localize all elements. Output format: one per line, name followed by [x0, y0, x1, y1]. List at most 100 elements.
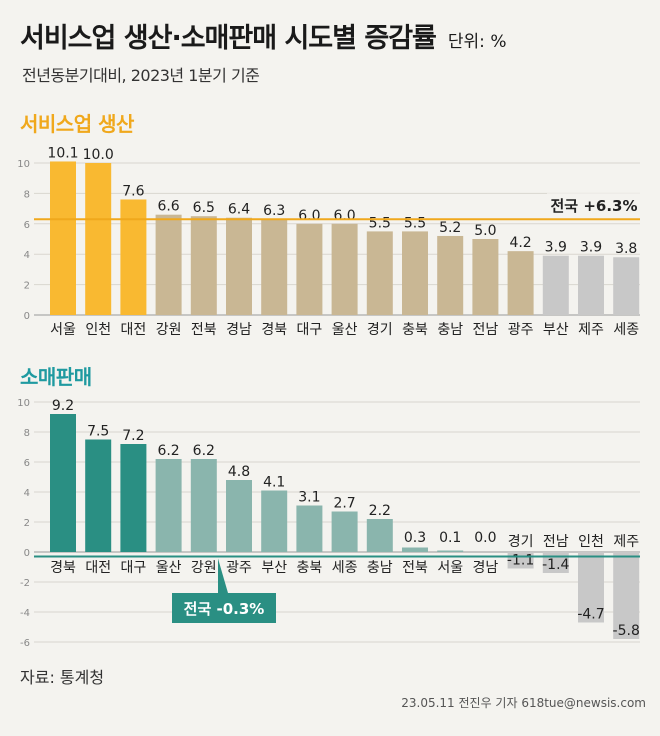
value-label-0-12: 5.0 — [474, 223, 496, 239]
category-label-1-8: 세종 — [332, 560, 358, 576]
value-label-0-13: 4.2 — [509, 235, 531, 251]
value-label-1-14: -1.4 — [542, 557, 569, 573]
bar-1-16 — [613, 552, 640, 639]
reference-label-bg-retail — [172, 593, 276, 623]
bar-0-13 — [507, 251, 534, 315]
bar-1-10 — [402, 547, 428, 552]
bar-1-15 — [578, 552, 604, 623]
category-label-1-4: 강원 — [191, 560, 217, 576]
y-tick-0-5: 10 — [17, 159, 30, 170]
bar-0-7 — [296, 223, 323, 315]
category-label-0-8: 울산 — [332, 322, 358, 338]
category-label-1-11: 서울 — [437, 560, 463, 576]
category-label-0-14: 부산 — [543, 322, 569, 338]
value-label-1-2: 7.2 — [122, 428, 144, 444]
bar-0-0 — [50, 161, 76, 315]
chart-subtitle: 전년동분기대비, 2023년 1분기 기준 — [22, 66, 260, 85]
category-label-1-13: 경기 — [508, 534, 534, 550]
bar-0-1 — [85, 163, 112, 315]
value-label-0-15: 3.9 — [580, 240, 602, 256]
value-label-0-4: 6.5 — [193, 200, 215, 216]
bar-0-8 — [331, 223, 358, 315]
y-tick-1-0: -6 — [20, 638, 30, 649]
value-label-0-2: 7.6 — [122, 183, 144, 199]
reference-label-service: 전국 +6.3% — [551, 197, 638, 215]
bar-0-10 — [402, 231, 428, 315]
y-tick-1-6: 6 — [24, 458, 30, 469]
value-label-1-7: 3.1 — [298, 490, 320, 506]
value-label-0-8: 6.0 — [333, 208, 355, 224]
y-tick-0-1: 2 — [24, 281, 30, 292]
value-label-0-11: 5.2 — [439, 220, 461, 236]
category-label-1-5: 광주 — [226, 560, 252, 576]
bar-0-2 — [120, 199, 147, 315]
bar-0-3 — [155, 214, 182, 315]
title-text: 서비스업 생산·소매판매 시도별 증감률 — [20, 23, 437, 54]
bar-0-4 — [190, 216, 217, 315]
value-label-1-15: -4.7 — [577, 607, 604, 623]
value-label-0-14: 3.9 — [545, 240, 567, 256]
value-label-0-5: 6.4 — [228, 202, 250, 218]
value-label-0-9: 5.5 — [369, 215, 391, 231]
bar-1-4 — [190, 459, 217, 552]
value-label-0-1: 10.0 — [83, 147, 114, 163]
bar-1-0 — [50, 414, 76, 552]
value-label-1-6: 4.1 — [263, 475, 285, 491]
category-label-0-6: 경북 — [261, 322, 287, 338]
value-label-0-6: 6.3 — [263, 203, 285, 219]
bar-1-5 — [226, 480, 252, 552]
y-tick-1-7: 8 — [24, 428, 30, 439]
y-tick-0-0: 0 — [24, 311, 30, 322]
category-label-0-0: 서울 — [50, 322, 76, 338]
category-label-1-10: 전북 — [402, 560, 428, 576]
category-label-0-16: 세종 — [613, 322, 639, 338]
value-label-1-5: 4.8 — [228, 464, 250, 480]
y-tick-1-2: -2 — [20, 578, 30, 589]
category-label-0-10: 충북 — [402, 322, 428, 338]
bar-0-9 — [366, 231, 393, 315]
value-label-1-10: 0.3 — [404, 530, 426, 546]
value-label-1-4: 6.2 — [193, 443, 215, 459]
chart-title: 서비스업 생산·소매판매 시도별 증감률 단위: % — [20, 16, 506, 55]
category-label-0-7: 대구 — [297, 322, 323, 338]
bar-1-2 — [120, 444, 147, 552]
value-label-0-0: 10.1 — [47, 145, 78, 161]
category-label-0-15: 제주 — [578, 322, 604, 338]
y-tick-0-4: 8 — [24, 189, 30, 200]
category-label-1-14: 전남 — [543, 534, 569, 550]
unit-label: 단위: % — [447, 32, 507, 52]
credit-line: 23.05.11 전진우 기자 618tue@newsis.com — [401, 696, 646, 710]
source-note: 자료: 통계청 — [20, 668, 105, 687]
section-title-retail: 소매판매 — [20, 365, 92, 389]
category-label-1-1: 대전 — [85, 560, 111, 576]
y-tick-1-3: 0 — [24, 548, 30, 559]
category-label-1-7: 충북 — [297, 560, 323, 576]
bar-1-9 — [366, 519, 393, 552]
value-label-1-0: 9.2 — [52, 398, 74, 414]
category-label-0-1: 인천 — [85, 322, 111, 338]
bar-1-7 — [296, 505, 323, 552]
category-label-0-12: 전남 — [473, 322, 499, 338]
value-label-1-13: -1.1 — [507, 553, 534, 569]
category-label-0-2: 대전 — [121, 322, 147, 338]
y-tick-0-3: 6 — [24, 220, 30, 231]
bar-0-5 — [226, 217, 252, 315]
category-label-0-4: 전북 — [191, 322, 217, 338]
section-title-service: 서비스업 생산 — [20, 112, 134, 136]
y-tick-1-8: 10 — [17, 398, 30, 409]
reference-pointer-retail — [218, 558, 228, 593]
bar-0-16 — [613, 257, 640, 315]
bar-0-11 — [437, 235, 464, 315]
bar-1-1 — [85, 439, 112, 552]
category-label-1-0: 경북 — [50, 560, 76, 576]
reference-label-retail: 전국 -0.3% — [184, 600, 265, 618]
value-label-1-3: 6.2 — [157, 443, 179, 459]
bar-1-3 — [155, 459, 182, 552]
category-label-1-15: 인천 — [578, 534, 604, 550]
bar-1-11 — [437, 550, 464, 552]
bar-0-15 — [578, 255, 604, 315]
y-tick-0-2: 4 — [24, 250, 30, 261]
bar-0-12 — [472, 239, 499, 315]
category-label-1-9: 충남 — [367, 560, 393, 576]
